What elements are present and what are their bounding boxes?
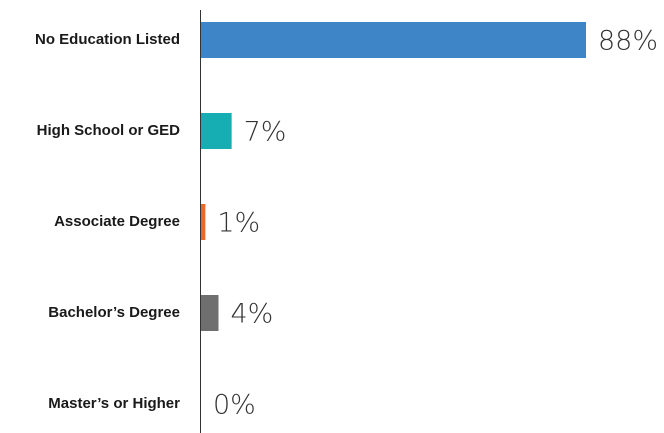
category-label: No Education Listed [35, 31, 180, 48]
bar [201, 204, 206, 240]
category-label: Master’s or Higher [48, 395, 180, 412]
category-label: Bachelor’s Degree [48, 304, 180, 321]
category-label: High School or GED [37, 122, 181, 139]
bar [201, 295, 219, 331]
value-label: 7% [244, 117, 287, 148]
category-label: Associate Degree [54, 213, 180, 230]
bar [201, 113, 232, 149]
value-label: 4% [231, 299, 274, 330]
bar [201, 22, 586, 58]
value-label: 1% [217, 208, 260, 239]
value-label: 88% [598, 26, 658, 57]
value-label: 0% [213, 390, 256, 421]
